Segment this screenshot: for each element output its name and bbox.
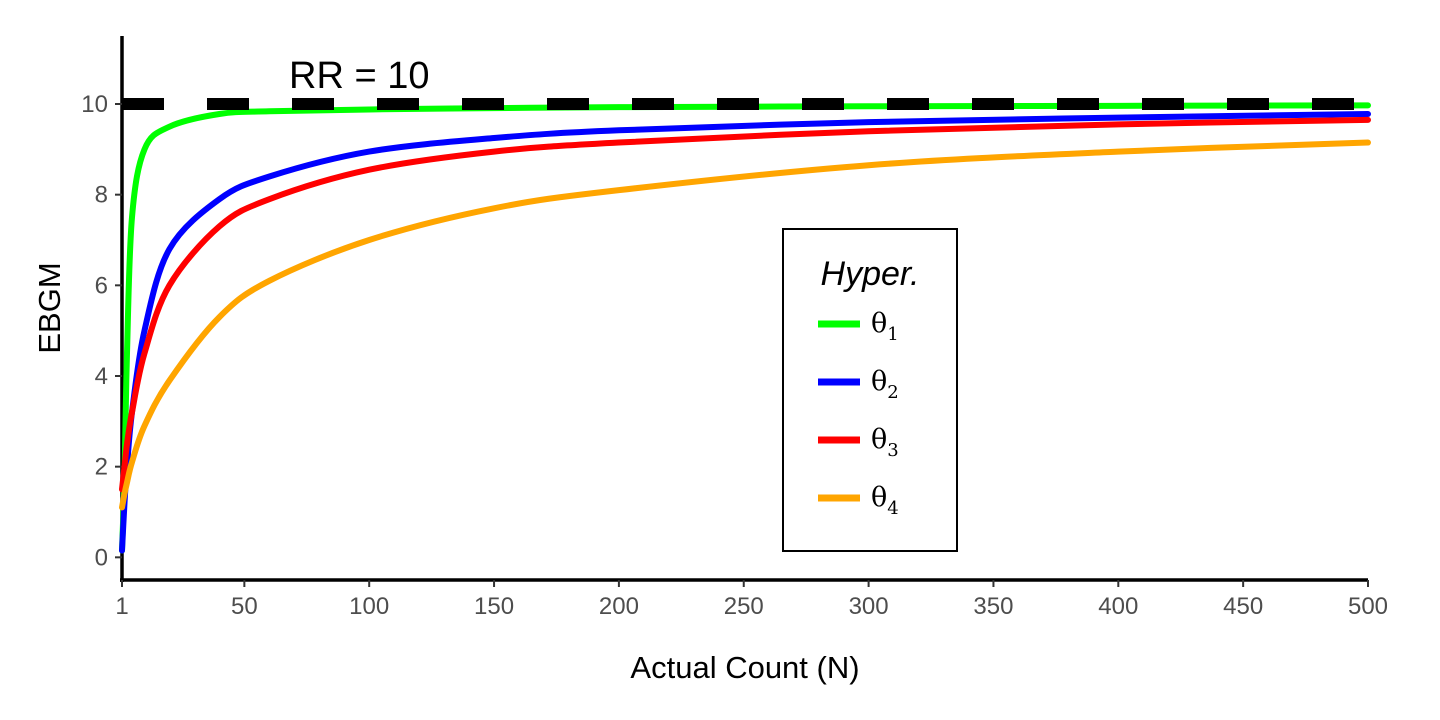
legend-entry-theta-4: θ4 — [818, 482, 899, 519]
reference-line-label: RR = 10 — [289, 55, 429, 97]
x-tick-label: 50 — [231, 593, 258, 620]
legend-subscript: 1 — [887, 324, 898, 345]
y-tick-label: 6 — [95, 272, 108, 299]
x-tick-label: 250 — [724, 593, 764, 620]
legend-subscript: 2 — [887, 382, 898, 403]
legend-symbol: θ — [871, 366, 887, 397]
series-line-theta-3 — [119, 116, 1371, 493]
y-tick-label: 2 — [95, 454, 108, 481]
x-axis-title: Actual Count (N) — [630, 650, 859, 685]
series-group — [119, 102, 1371, 554]
y-axis-title: EBGM — [32, 262, 67, 353]
y-tick-label: 0 — [95, 544, 108, 571]
x-tick-label: 500 — [1348, 593, 1388, 620]
x-tick-label: 200 — [599, 593, 639, 620]
legend-label: θ3 — [871, 424, 899, 461]
x-tick-label: 150 — [474, 593, 514, 620]
legend-entry-theta-2: θ2 — [818, 366, 899, 403]
x-tick-label: 100 — [349, 593, 389, 620]
legend-label: θ2 — [871, 366, 899, 403]
series-line-theta-2 — [119, 110, 1371, 554]
legend-title: Hyper. — [821, 255, 920, 293]
legend-subscript: 4 — [887, 498, 898, 519]
x-tick-label: 1 — [115, 593, 128, 620]
legend-label: θ4 — [871, 482, 899, 519]
legend-subscript: 3 — [887, 440, 898, 461]
series-line-theta-4 — [119, 139, 1371, 511]
legend-entry-theta-1: θ1 — [818, 308, 899, 345]
legend-label: θ1 — [871, 308, 899, 345]
y-tick-label: 10 — [81, 91, 108, 118]
x-tick-label: 350 — [973, 593, 1013, 620]
legend-box — [782, 228, 958, 552]
legend-symbol: θ — [871, 424, 887, 455]
legend-symbol: θ — [871, 482, 887, 513]
y-tick-label: 8 — [95, 182, 108, 209]
x-tick-label: 400 — [1098, 593, 1138, 620]
legend-entry-theta-3: θ3 — [818, 424, 899, 461]
series-line-theta-1 — [119, 102, 1371, 554]
legend-symbol: θ — [871, 308, 887, 339]
y-tick-label: 4 — [95, 363, 108, 390]
x-tick-label: 300 — [849, 593, 889, 620]
x-tick-label: 450 — [1223, 593, 1263, 620]
